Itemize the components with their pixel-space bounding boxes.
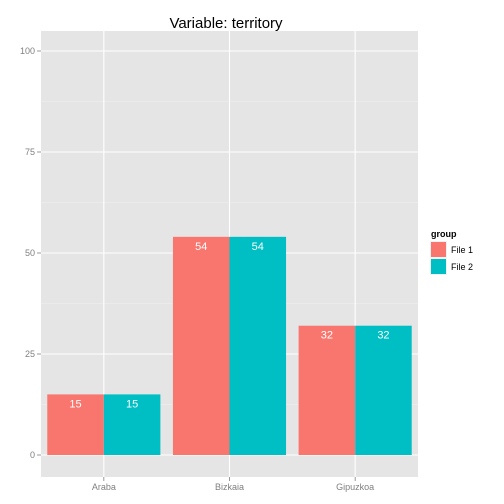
- chart-title: Variable: territory: [169, 15, 283, 32]
- bar: [47, 394, 104, 455]
- bar-value-label: 54: [252, 241, 264, 253]
- y-tick-label: 100: [20, 46, 35, 56]
- legend-label: File 1: [451, 245, 473, 255]
- bar: [298, 325, 356, 455]
- y-tick-label: 50: [25, 248, 35, 258]
- legend-swatch: [431, 242, 446, 257]
- legend: group File 1 File 2: [430, 229, 473, 275]
- x-axis: Araba Bizkaia Gipuzkoa: [92, 477, 374, 492]
- legend-label: File 2: [451, 262, 473, 272]
- bar: [355, 325, 412, 455]
- bar: [229, 236, 287, 455]
- bar-value-label: 15: [126, 398, 138, 410]
- bar-value-label: 32: [321, 330, 333, 342]
- y-tick-label: 25: [25, 349, 35, 359]
- bar: [172, 236, 230, 455]
- bar: [103, 394, 161, 455]
- x-tick-label: Araba: [92, 482, 116, 492]
- legend-title: group: [431, 229, 457, 239]
- x-tick-label: Gipuzkoa: [336, 482, 374, 492]
- y-tick-label: 0: [30, 450, 35, 460]
- bar-value-label: 32: [377, 330, 389, 342]
- legend-swatch: [431, 259, 446, 274]
- bar-value-label: 15: [69, 398, 81, 410]
- bars: [47, 236, 412, 455]
- x-tick-label: Bizkaia: [215, 482, 244, 492]
- y-axis: 0 25 50 75 100: [20, 46, 41, 460]
- bar-labels: 15 54 32 15 54 32: [69, 241, 389, 411]
- bar-value-label: 54: [195, 241, 207, 253]
- y-tick-label: 75: [25, 147, 35, 157]
